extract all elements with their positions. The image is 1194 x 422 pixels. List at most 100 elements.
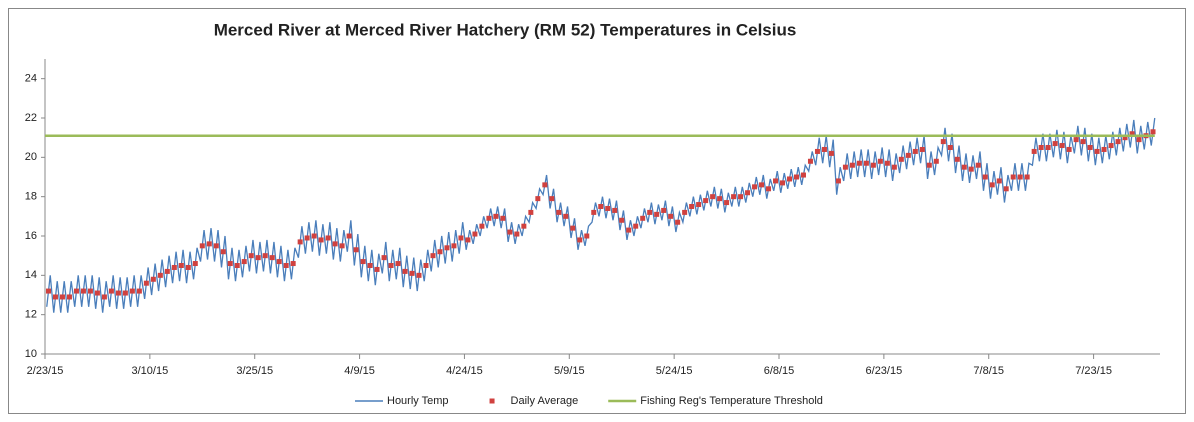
x-tick-label: 3/10/15 (132, 365, 169, 377)
daily-point (101, 294, 107, 300)
x-tick-label: 4/24/15 (446, 365, 483, 377)
daily-point (437, 249, 443, 255)
daily-point (381, 255, 387, 261)
daily-point (129, 288, 135, 294)
daily-point (577, 237, 583, 243)
daily-point (786, 176, 792, 182)
x-tick-label: 3/25/15 (236, 365, 273, 377)
daily-point (605, 205, 611, 211)
daily-point (696, 202, 702, 208)
daily-point (52, 294, 58, 300)
daily-point (122, 290, 128, 296)
daily-point (849, 162, 855, 168)
y-tick-label: 22 (25, 112, 37, 124)
daily-point (752, 184, 758, 190)
daily-point (395, 261, 401, 267)
daily-point (549, 196, 555, 202)
daily-point (682, 209, 688, 215)
daily-point (178, 263, 184, 268)
daily-point (542, 182, 548, 188)
daily-point (989, 182, 995, 188)
legend-swatch (489, 398, 495, 404)
daily-point (1073, 137, 1079, 143)
daily-point (675, 219, 681, 225)
daily-point (793, 174, 799, 180)
daily-point (164, 268, 170, 274)
daily-point (332, 241, 338, 247)
daily-point (1122, 135, 1128, 141)
daily-point (759, 182, 765, 188)
daily-point (710, 194, 716, 200)
daily-point (1052, 141, 1058, 147)
daily-point (1003, 186, 1009, 192)
daily-point (367, 263, 373, 268)
daily-point (877, 158, 883, 164)
y-tick-label: 18 (25, 191, 37, 203)
legend-label: Fishing Reg's Temperature Threshold (640, 395, 823, 407)
daily-point (1066, 146, 1072, 152)
daily-point (458, 235, 464, 241)
daily-point (1080, 139, 1086, 145)
daily-point (535, 196, 541, 202)
daily-point (731, 194, 737, 200)
daily-point (199, 243, 205, 249)
y-tick-label: 24 (25, 73, 37, 85)
daily-point (66, 294, 72, 300)
daily-point (975, 162, 981, 168)
daily-point (206, 241, 212, 247)
x-tick-label: 7/8/15 (973, 365, 1004, 377)
daily-point (856, 160, 862, 166)
daily-point (570, 225, 576, 231)
daily-point (444, 245, 450, 251)
daily-point (346, 233, 352, 239)
daily-point (430, 253, 436, 259)
daily-point (1031, 148, 1037, 154)
daily-point (982, 174, 988, 180)
daily-point (192, 261, 198, 267)
daily-point (1010, 174, 1016, 180)
daily-point (598, 204, 604, 209)
daily-point (353, 247, 359, 253)
daily-point (290, 261, 296, 267)
daily-point (556, 209, 562, 215)
daily-point (227, 261, 233, 267)
daily-point (647, 209, 653, 215)
y-tick-label: 14 (25, 269, 37, 281)
x-tick-label: 7/23/15 (1075, 365, 1112, 377)
daily-point (870, 162, 876, 168)
daily-point (654, 211, 660, 217)
daily-point (814, 148, 820, 154)
daily-point (73, 288, 79, 294)
daily-point (262, 253, 268, 259)
daily-point (1045, 145, 1051, 150)
daily-point (248, 253, 254, 259)
daily-point (947, 145, 953, 150)
daily-point (1038, 145, 1044, 150)
daily-point (374, 266, 380, 272)
daily-point (717, 196, 723, 202)
daily-point (591, 209, 597, 215)
daily-point (821, 146, 827, 152)
x-tick-label: 4/9/15 (344, 365, 375, 377)
daily-point (360, 259, 366, 265)
daily-point (745, 190, 751, 196)
daily-point (1101, 146, 1107, 152)
daily-point (45, 288, 51, 294)
daily-point (800, 172, 806, 178)
daily-point (954, 156, 960, 162)
chart-title: Merced River at Merced River Hatchery (R… (214, 20, 797, 39)
daily-point (143, 280, 149, 286)
daily-point (311, 233, 317, 239)
x-tick-label: 5/9/15 (554, 365, 585, 377)
daily-point (898, 156, 904, 162)
daily-point (1094, 148, 1100, 154)
daily-point (472, 231, 478, 237)
x-tick-label: 6/8/15 (764, 365, 795, 377)
daily-point (563, 213, 569, 219)
daily-point (1136, 137, 1142, 143)
legend-label: Hourly Temp (387, 395, 449, 407)
daily-point (724, 200, 730, 206)
daily-point (297, 239, 303, 245)
daily-point (213, 243, 219, 249)
daily-point (773, 178, 779, 184)
